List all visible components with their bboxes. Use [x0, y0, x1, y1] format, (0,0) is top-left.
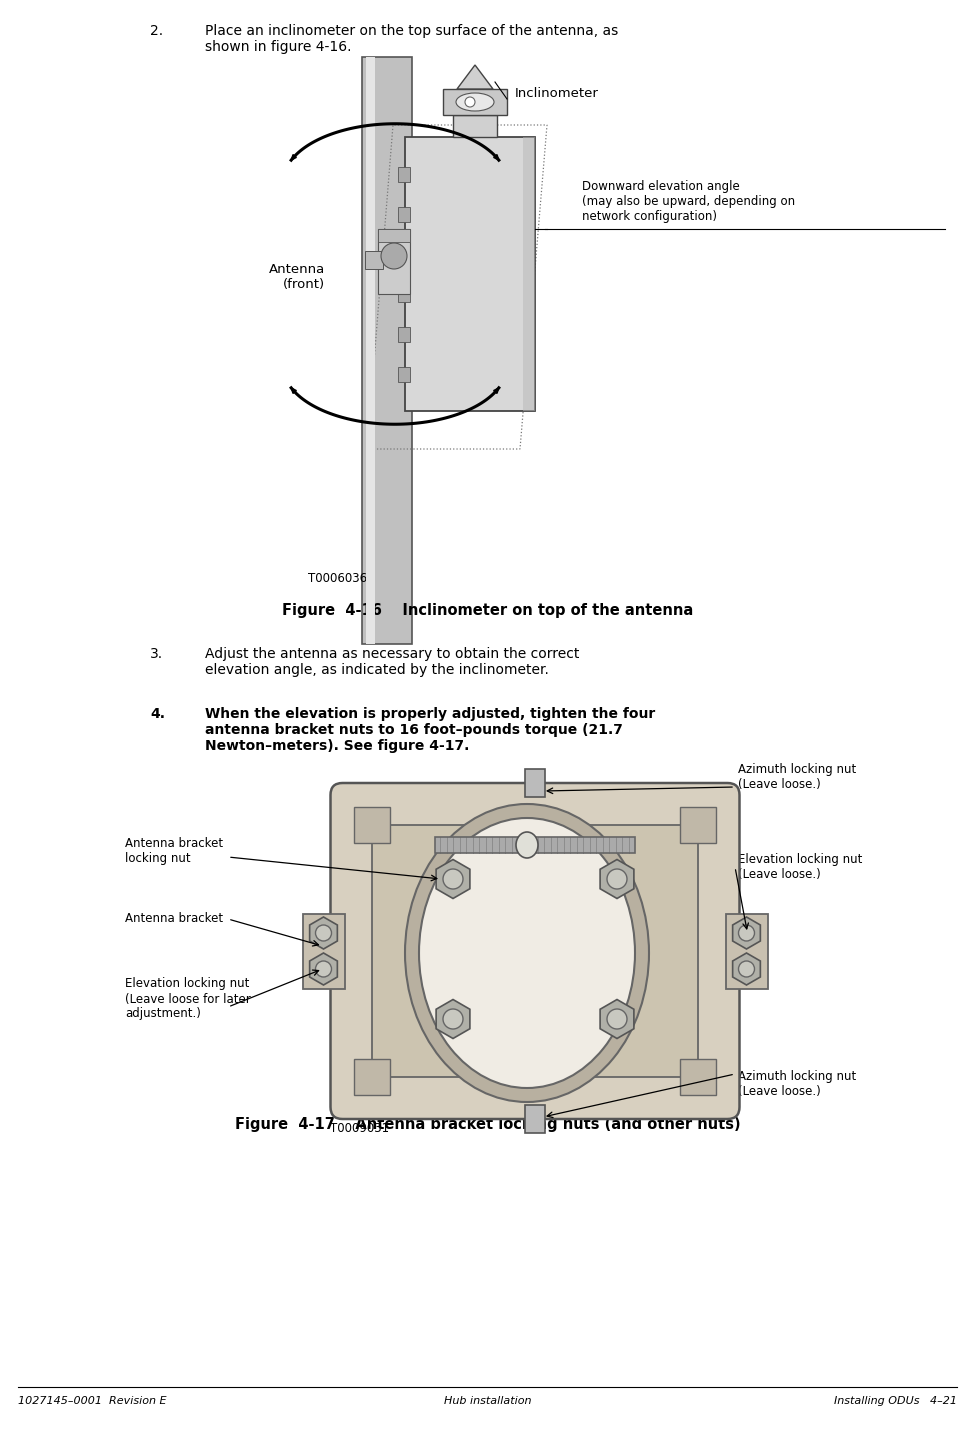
Circle shape	[607, 869, 627, 889]
Polygon shape	[310, 953, 337, 985]
Text: Downward elevation angle
(may also be upward, depending on
network configuration: Downward elevation angle (may also be up…	[582, 180, 796, 223]
Bar	[398, 167, 410, 181]
Text: Tighten: Tighten	[443, 905, 488, 917]
Ellipse shape	[456, 93, 494, 111]
Polygon shape	[310, 917, 337, 949]
FancyBboxPatch shape	[331, 783, 739, 1119]
Bar	[443, 89, 507, 114]
Text: Tighten: Tighten	[593, 905, 638, 917]
Text: Elevation locking nut
(Leave loose for later
adjustment.): Elevation locking nut (Leave loose for l…	[125, 977, 251, 1020]
Bar	[435, 837, 635, 853]
Text: Adjust the antenna as necessary to obtain the correct
elevation angle, as indica: Adjust the antenna as necessary to obtai…	[205, 647, 579, 677]
Text: Place an inclinometer on the top surface of the antenna, as
shown in figure 4-16: Place an inclinometer on the top surface…	[205, 24, 618, 54]
Circle shape	[316, 960, 332, 977]
Bar	[680, 1059, 716, 1095]
Polygon shape	[732, 917, 760, 949]
Circle shape	[381, 243, 407, 269]
Ellipse shape	[516, 832, 538, 857]
Bar	[378, 229, 410, 294]
Bar	[523, 137, 535, 412]
Bar	[398, 327, 410, 342]
Text: Tighten: Tighten	[593, 1045, 638, 1057]
Bar	[365, 252, 383, 269]
Text: Inclinometer: Inclinometer	[515, 87, 599, 100]
Text: Hub installation: Hub installation	[444, 1396, 531, 1406]
Bar	[372, 825, 697, 1077]
Bar	[680, 807, 716, 843]
Text: Antenna
(front): Antenna (front)	[269, 263, 325, 292]
Bar	[362, 57, 412, 644]
Polygon shape	[601, 999, 634, 1039]
Text: Azimuth locking nut
(Leave loose.): Azimuth locking nut (Leave loose.)	[738, 1070, 856, 1097]
Circle shape	[738, 925, 755, 942]
Bar	[398, 287, 410, 302]
Ellipse shape	[465, 97, 475, 107]
Circle shape	[738, 960, 755, 977]
Text: T0009031: T0009031	[331, 1123, 390, 1136]
Text: Installing ODUs   4–21: Installing ODUs 4–21	[834, 1396, 957, 1406]
Text: Antenna bracket: Antenna bracket	[125, 913, 223, 926]
Circle shape	[443, 1009, 463, 1029]
Bar	[525, 769, 545, 797]
Text: Elevation locking nut
(Leave loose.): Elevation locking nut (Leave loose.)	[738, 853, 862, 882]
Text: Figure  4-16    Inclinometer on top of the antenna: Figure 4-16 Inclinometer on top of the a…	[282, 603, 693, 619]
Bar	[398, 367, 410, 382]
Polygon shape	[601, 859, 634, 899]
Polygon shape	[457, 64, 493, 89]
Polygon shape	[732, 953, 760, 985]
Text: Antenna bracket
locking nut: Antenna bracket locking nut	[125, 837, 223, 865]
Bar	[525, 1105, 545, 1133]
Text: Tighten: Tighten	[443, 1045, 488, 1057]
Polygon shape	[493, 154, 499, 160]
Polygon shape	[292, 154, 296, 160]
Bar	[725, 915, 767, 989]
Bar	[302, 915, 344, 989]
Bar	[366, 57, 375, 644]
Circle shape	[316, 925, 332, 942]
Text: 1027145–0001  Revision E: 1027145–0001 Revision E	[18, 1396, 167, 1406]
Ellipse shape	[405, 805, 649, 1102]
Bar	[378, 229, 410, 242]
Circle shape	[443, 869, 463, 889]
Ellipse shape	[419, 817, 635, 1087]
Text: 2.: 2.	[150, 24, 163, 39]
Bar	[355, 807, 391, 843]
Polygon shape	[292, 387, 296, 393]
Bar	[355, 1059, 391, 1095]
Text: 4.: 4.	[150, 707, 165, 722]
Bar	[405, 137, 535, 412]
Text: T0006036: T0006036	[308, 573, 368, 586]
Polygon shape	[493, 387, 499, 393]
Text: Figure  4-17    Antenna bracket locking nuts (and other nuts): Figure 4-17 Antenna bracket locking nuts…	[235, 1116, 740, 1132]
Polygon shape	[436, 859, 470, 899]
Text: Azimuth locking nut
(Leave loose.): Azimuth locking nut (Leave loose.)	[738, 763, 856, 792]
Text: When the elevation is properly adjusted, tighten the four
antenna bracket nuts t: When the elevation is properly adjusted,…	[205, 707, 655, 753]
Polygon shape	[436, 999, 470, 1039]
Bar	[435, 837, 635, 853]
Bar	[453, 114, 497, 137]
Bar	[398, 207, 410, 221]
Circle shape	[607, 1009, 627, 1029]
Text: 3.: 3.	[150, 647, 163, 662]
Bar	[398, 247, 410, 262]
